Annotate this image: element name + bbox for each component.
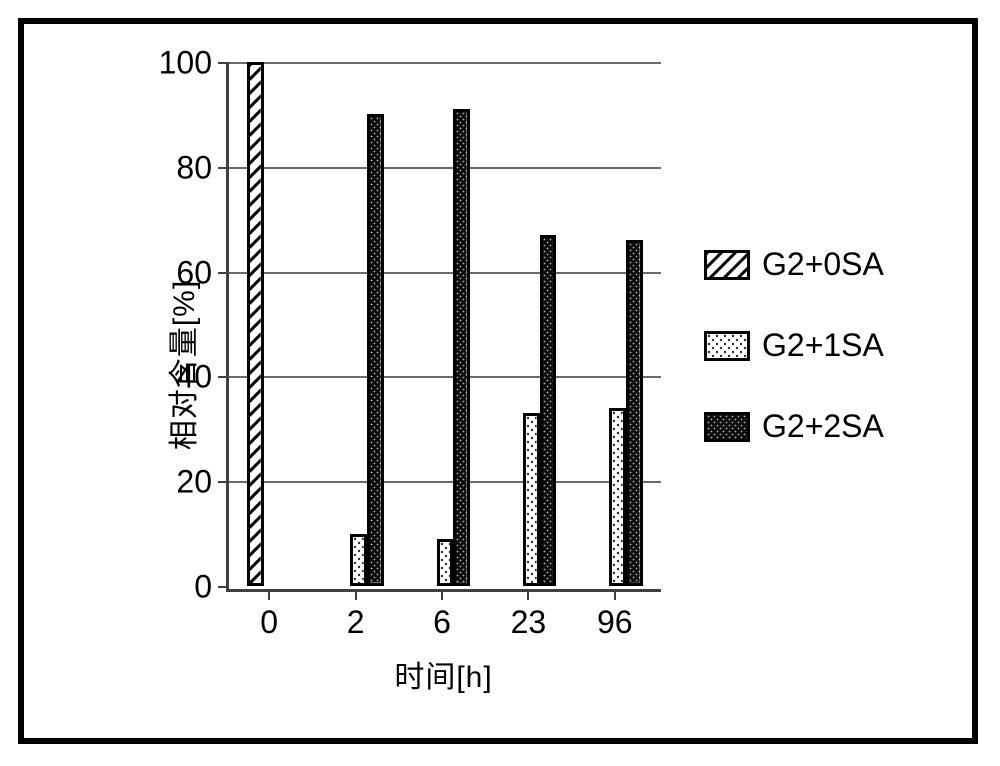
y-tick-label: 20 [176,464,212,501]
chart-content: 相对含量[%] 时间[h] 0204060801000262396 G2+0SA… [24,24,972,738]
legend: G2+0SA G2+1SA G2+2SA [704,246,938,445]
bar [540,235,557,586]
y-tick-label: 100 [159,45,212,82]
chart-area: 相对含量[%] 时间[h] 0204060801000262396 [86,52,661,677]
legend-label: G2+1SA [762,327,884,364]
x-tick-mark [614,592,616,600]
x-tick-label: 0 [260,604,278,641]
bar [437,539,454,586]
x-axis-label: 时间[h] [394,652,492,696]
legend-item: G2+1SA [704,327,938,364]
x-tick-label: 6 [433,604,451,641]
x-tick-label: 2 [347,604,365,641]
x-tick-mark [268,592,270,600]
grid-line [229,376,661,378]
y-tick-label: 0 [194,569,212,606]
x-tick-label: 23 [511,604,547,641]
grid-line [229,167,661,169]
legend-swatch [704,250,750,280]
y-tick-mark [218,167,226,169]
plot-area [226,62,661,592]
y-tick-label: 60 [176,254,212,291]
bar [453,109,470,586]
grid-line [229,62,661,64]
y-tick-mark [218,376,226,378]
y-tick-mark [218,586,226,588]
chart-frame: 相对含量[%] 时间[h] 0204060801000262396 G2+0SA… [18,18,978,744]
x-tick-mark [527,592,529,600]
legend-label: G2+2SA [762,408,884,445]
bar [350,534,367,586]
bar [367,114,384,586]
y-tick-label: 80 [176,149,212,186]
legend-item: G2+0SA [704,246,938,283]
grid-line [229,481,661,483]
legend-label: G2+0SA [762,246,884,283]
y-tick-mark [218,481,226,483]
y-tick-label: 40 [176,359,212,396]
y-tick-mark [218,272,226,274]
x-tick-mark [441,592,443,600]
bar [523,413,540,586]
bar [626,240,643,586]
bar [609,408,626,586]
legend-item: G2+2SA [704,408,938,445]
legend-swatch [704,412,750,442]
x-tick-label: 96 [597,604,633,641]
y-tick-mark [218,62,226,64]
bar [247,62,264,586]
grid-line [229,272,661,274]
legend-swatch [704,331,750,361]
x-tick-mark [355,592,357,600]
plot-box: 时间[h] 0204060801000262396 [226,62,661,592]
